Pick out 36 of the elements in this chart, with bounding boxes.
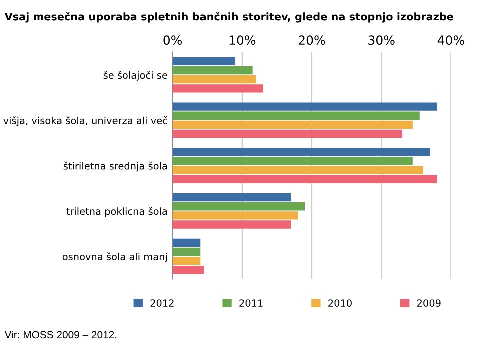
bar (172, 66, 253, 75)
bar (172, 57, 236, 66)
bar (172, 102, 438, 111)
bar (172, 157, 413, 166)
bar (172, 75, 256, 84)
bar (172, 266, 204, 274)
bar (172, 248, 201, 256)
y-tick-label: še šolajoči se (104, 71, 168, 81)
x-tick-label: 10% (230, 36, 256, 46)
y-tick-label: triletna poklicna šola (66, 207, 168, 218)
bar (172, 130, 402, 138)
text: Vir: MOSS 2009 – 2012. (4, 330, 117, 339)
bar (172, 166, 424, 174)
x-tick-label: 30% (368, 36, 395, 46)
bar (172, 212, 298, 220)
bar (172, 84, 264, 93)
y-tick-label: višja, visoka šola, univerza ali več (4, 116, 168, 126)
legend-label: 2011 (240, 300, 263, 307)
x-tick-label: 20% (299, 36, 326, 46)
bar (172, 175, 438, 184)
y-tick-label: osnovna šola ali manj (62, 252, 168, 262)
chart-title: Vsaj mesečna uporaba spletnih bančnih storitev, glede na stopnjo izobrazbe (4, 12, 454, 23)
bar (172, 256, 201, 266)
legend-label: 2012 (150, 300, 174, 307)
y-tick-label: štiriletna srednja šola (64, 162, 168, 172)
bar (172, 202, 306, 211)
bar (172, 238, 201, 247)
bar (172, 220, 292, 229)
bar (172, 148, 430, 156)
bar (172, 193, 292, 202)
legend-label: 2009 (417, 300, 441, 307)
x-tick-label: 40% (438, 36, 464, 46)
legend-label: 2010 (328, 300, 352, 307)
bar (172, 112, 420, 120)
bar (172, 120, 413, 130)
x-tick-label: 0% (164, 36, 182, 46)
